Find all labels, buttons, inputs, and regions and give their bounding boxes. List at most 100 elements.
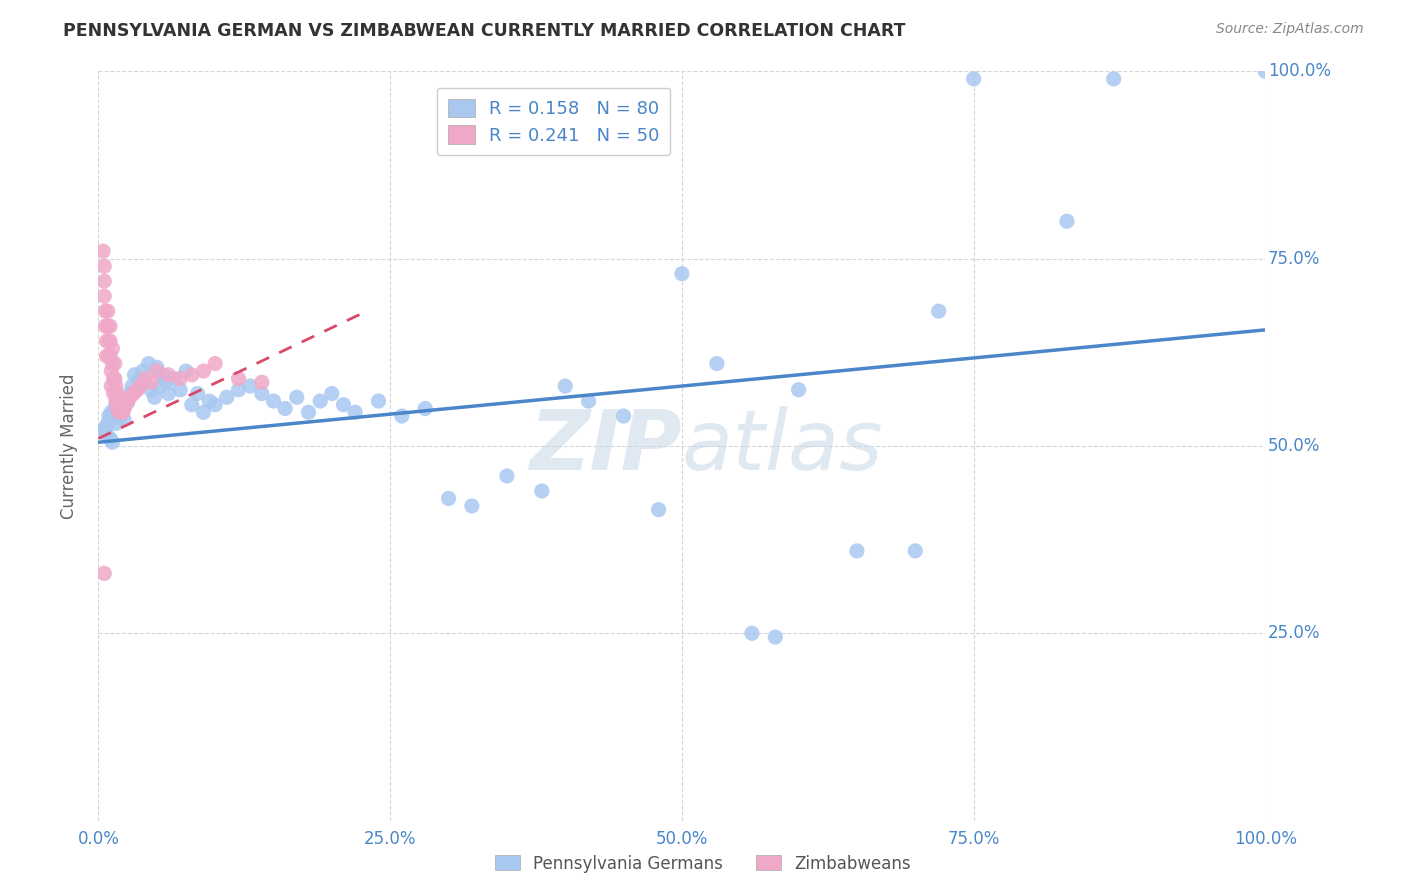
Point: [741, 626, 763, 640]
Point: [117, 394, 139, 409]
Point: [437, 491, 460, 506]
Point: [204, 357, 226, 371]
Point: [193, 405, 215, 419]
Point: [928, 304, 950, 318]
Point: [103, 409, 125, 423]
Point: [297, 405, 319, 419]
Point: [149, 379, 172, 393]
Point: [187, 386, 209, 401]
Point: [125, 383, 148, 397]
Point: [104, 398, 127, 412]
Text: 50.0%: 50.0%: [1268, 437, 1320, 455]
Point: [193, 364, 215, 378]
Point: [101, 357, 124, 371]
Point: [114, 394, 136, 409]
Point: [496, 469, 519, 483]
Y-axis label: Currently Married: Currently Married: [59, 373, 77, 519]
Point: [121, 379, 143, 393]
Point: [97, 319, 120, 334]
Point: [104, 379, 127, 393]
Point: [157, 386, 180, 401]
Point: [111, 398, 134, 412]
Point: [94, 420, 117, 434]
Text: ZIP: ZIP: [529, 406, 682, 486]
Point: [98, 319, 121, 334]
Point: [239, 379, 262, 393]
Point: [413, 401, 436, 416]
Legend: Pennsylvania Germans, Zimbabweans: Pennsylvania Germans, Zimbabweans: [488, 848, 918, 880]
Point: [128, 371, 150, 385]
Point: [104, 417, 127, 431]
Point: [309, 394, 332, 409]
Point: [110, 398, 132, 412]
Point: [108, 405, 131, 419]
Point: [228, 383, 250, 397]
Point: [530, 483, 553, 498]
Point: [111, 405, 134, 419]
Point: [285, 390, 308, 404]
Point: [169, 371, 191, 385]
Point: [124, 368, 146, 382]
Point: [250, 376, 273, 390]
Point: [104, 357, 127, 371]
Point: [139, 376, 162, 390]
Point: [332, 398, 354, 412]
Point: [112, 413, 135, 427]
Point: [846, 544, 869, 558]
Point: [962, 71, 984, 86]
Point: [138, 357, 160, 371]
Point: [163, 371, 186, 385]
Point: [98, 413, 121, 427]
Point: [93, 289, 115, 303]
Point: [100, 405, 122, 419]
Point: [139, 383, 162, 397]
Point: [93, 566, 115, 581]
Point: [101, 435, 124, 450]
Point: [103, 371, 125, 385]
Point: [96, 427, 118, 442]
Point: [98, 334, 121, 348]
Point: [105, 401, 128, 416]
Point: [180, 368, 202, 382]
Point: [108, 410, 131, 425]
Legend: R = 0.158   N = 80, R = 0.241   N = 50: R = 0.158 N = 80, R = 0.241 N = 50: [437, 88, 671, 155]
Point: [647, 502, 669, 516]
Point: [146, 364, 169, 378]
Point: [180, 398, 202, 412]
Point: [107, 394, 129, 409]
Point: [93, 259, 115, 273]
Point: [763, 630, 786, 644]
Point: [105, 405, 128, 419]
Point: [578, 394, 600, 409]
Point: [904, 544, 927, 558]
Point: [198, 394, 221, 409]
Point: [91, 244, 114, 259]
Point: [134, 371, 156, 385]
Point: [122, 386, 145, 401]
Point: [98, 349, 121, 363]
Point: [103, 386, 125, 401]
Point: [174, 364, 197, 378]
Point: [204, 398, 226, 412]
Point: [93, 424, 115, 438]
Point: [111, 408, 134, 422]
Point: [554, 379, 576, 393]
Point: [215, 390, 238, 404]
Point: [1056, 214, 1078, 228]
Text: atlas: atlas: [682, 406, 883, 486]
Point: [97, 409, 120, 423]
Point: [461, 499, 484, 513]
Point: [118, 386, 141, 401]
Point: [367, 394, 389, 409]
Point: [96, 334, 118, 348]
Point: [1102, 71, 1125, 86]
Point: [228, 371, 250, 385]
Point: [96, 349, 118, 363]
Point: [105, 386, 128, 401]
Point: [112, 401, 135, 416]
Point: [143, 390, 166, 404]
Point: [146, 360, 169, 375]
Point: [118, 390, 141, 404]
Point: [100, 364, 122, 378]
Point: [100, 379, 122, 393]
